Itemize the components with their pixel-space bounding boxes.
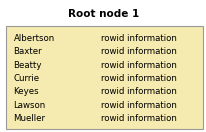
Text: rowid information: rowid information	[101, 87, 177, 96]
Text: Mueller: Mueller	[13, 114, 45, 123]
Text: Root node 1: Root node 1	[68, 9, 138, 19]
Text: Beatty: Beatty	[13, 61, 42, 70]
Text: rowid information: rowid information	[101, 114, 177, 123]
Text: rowid information: rowid information	[101, 74, 177, 83]
Text: Lawson: Lawson	[13, 101, 46, 110]
Text: Currie: Currie	[13, 74, 39, 83]
Text: rowid information: rowid information	[101, 34, 177, 43]
Text: Keyes: Keyes	[13, 87, 39, 96]
Text: Baxter: Baxter	[13, 47, 42, 56]
Text: rowid information: rowid information	[101, 101, 177, 110]
Text: Albertson: Albertson	[13, 34, 54, 43]
Text: rowid information: rowid information	[101, 61, 177, 70]
FancyBboxPatch shape	[6, 26, 202, 129]
Text: rowid information: rowid information	[101, 47, 177, 56]
